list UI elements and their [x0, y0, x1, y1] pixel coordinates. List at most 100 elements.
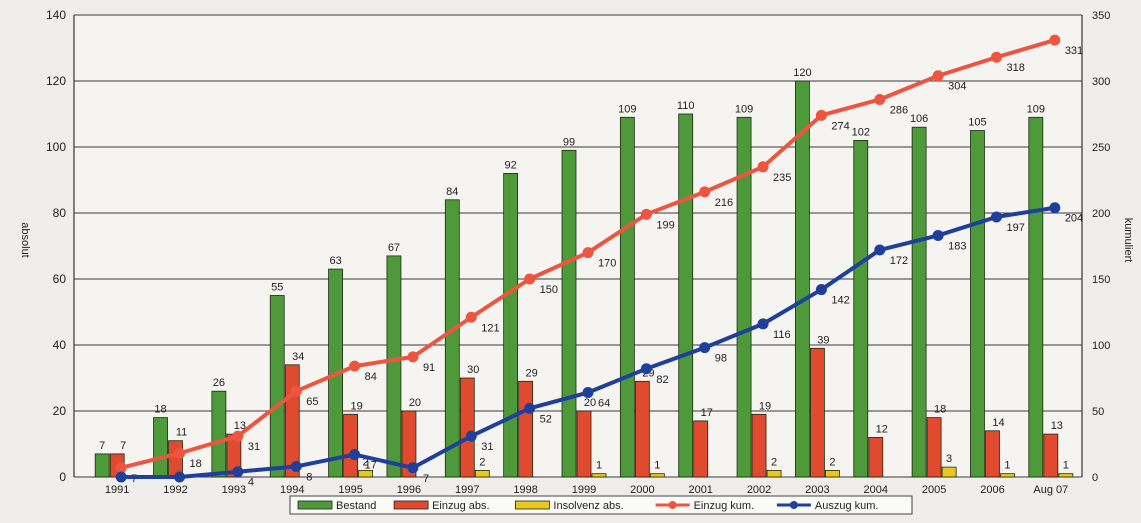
- bar-value-label: 1: [1004, 460, 1010, 472]
- bar-value-label: 99: [563, 136, 575, 148]
- line-point: [232, 466, 244, 478]
- bar-bestand: [94, 453, 110, 478]
- bar-value-label: 7: [99, 440, 105, 452]
- bar-value-label: 17: [701, 407, 713, 419]
- line-value-label: 172: [890, 255, 908, 267]
- line-point: [990, 211, 1002, 223]
- bar-einzug-abs-: [168, 440, 183, 478]
- y-tick-label-left: 100: [46, 140, 66, 154]
- line-value-label: 121: [481, 322, 499, 334]
- line-point: [290, 385, 302, 397]
- bar-einzug-abs-: [401, 410, 417, 478]
- bar-bestand: [269, 295, 285, 478]
- x-tick-label: 1992: [163, 484, 187, 496]
- line-value-label: 183: [948, 240, 966, 252]
- bar-bestand: [561, 149, 577, 478]
- bar-einzug-abs-: [459, 377, 475, 478]
- bar-bestand: [386, 255, 402, 478]
- line-value-label: 17: [365, 460, 377, 472]
- bar-value-label: 2: [771, 456, 777, 468]
- bar-value-label: 3: [946, 453, 952, 465]
- y-axis-label-left: absolut: [19, 222, 31, 257]
- x-tick-label: 1998: [513, 484, 537, 496]
- y-tick-label-right: 0: [1092, 472, 1098, 484]
- x-tick-label: 1995: [338, 484, 362, 496]
- legend-swatch: [393, 500, 429, 510]
- bar-bestand: [503, 172, 519, 478]
- y-tick-label-left: 60: [53, 272, 67, 286]
- bar-value-label: 2: [479, 456, 485, 468]
- line-point: [757, 161, 769, 173]
- line-value-label: 116: [773, 329, 791, 341]
- bar-value-label: 7: [120, 440, 126, 452]
- bar-einzug-abs-: [868, 436, 884, 478]
- bar-value-label: 20: [584, 397, 596, 409]
- x-tick-label: 1994: [280, 484, 304, 496]
- bar-value-label: 84: [446, 186, 458, 198]
- line-value-label: 7: [423, 473, 429, 485]
- line-value-label: 204: [1065, 213, 1083, 225]
- x-tick-label: 2006: [980, 484, 1004, 496]
- line-point: [1049, 202, 1061, 214]
- bar-value-label: 13: [1051, 420, 1063, 432]
- bar-value-label: 2: [829, 456, 835, 468]
- bar-value-label: 14: [992, 417, 1004, 429]
- line-value-label: 150: [540, 284, 558, 296]
- line-point: [1049, 34, 1061, 46]
- bar-value-label: 2: [363, 456, 369, 468]
- bar-value-label: 109: [618, 103, 636, 115]
- bar-value-label: 29: [526, 367, 538, 379]
- bar-value-label: 18: [934, 404, 946, 416]
- bar-bestand: [795, 80, 810, 478]
- bar-einzug-abs-: [634, 380, 650, 478]
- bar-bestand: [211, 390, 227, 478]
- bar-bestand: [444, 199, 460, 478]
- bar-bestand: [1028, 116, 1044, 478]
- line-value-label: 197: [1006, 222, 1024, 234]
- line-point: [349, 449, 361, 461]
- bar-value-label: 26: [213, 377, 225, 389]
- x-tick-label: 1999: [572, 484, 596, 496]
- line-point: [407, 462, 419, 474]
- x-tick-label: 2003: [805, 484, 829, 496]
- bar-value-label: 109: [1027, 103, 1045, 115]
- bar-value-label: 20: [409, 397, 421, 409]
- y-tick-label-right: 150: [1092, 274, 1110, 286]
- bar-value-label: 18: [154, 404, 166, 416]
- bar-einzug-abs-: [926, 417, 942, 478]
- line-point: [115, 471, 127, 483]
- y-tick-label-left: 140: [46, 8, 66, 22]
- bar-value-label: 109: [735, 103, 753, 115]
- bar-value-label: 13: [234, 420, 246, 432]
- bar-value-label: 1: [654, 460, 660, 472]
- x-tick-label: 1993: [222, 484, 246, 496]
- line-value-label: 31: [248, 441, 260, 453]
- line-point: [465, 430, 477, 442]
- line-point: [174, 447, 186, 459]
- line-point: [349, 360, 361, 372]
- bar-insolvenz-abs-: [591, 473, 607, 478]
- legend-label: Einzug abs.: [432, 500, 489, 512]
- line-value-label: 331: [1065, 45, 1083, 57]
- line-value-label: 64: [598, 398, 610, 410]
- bar-value-label: 11: [176, 427, 187, 439]
- line-point: [115, 462, 127, 474]
- bar-value-label: 1: [596, 460, 602, 472]
- line-value-label: 98: [715, 353, 727, 365]
- line-point: [582, 247, 594, 259]
- legend: [289, 495, 913, 515]
- line-value-label: 170: [598, 258, 616, 270]
- bar-value-label: 120: [793, 67, 811, 79]
- bar-einzug-abs-: [343, 413, 358, 478]
- line-value-label: 142: [831, 295, 849, 307]
- line-value-label: 318: [1006, 62, 1024, 74]
- y-tick-label-left: 20: [53, 404, 67, 418]
- bar-value-label: 34: [292, 351, 304, 363]
- line-value-label: 82: [656, 374, 668, 386]
- bar-einzug-abs-: [751, 413, 767, 478]
- bar-einzug-abs-: [810, 347, 825, 478]
- line-value-label: 8: [306, 471, 312, 483]
- line-value-label: 52: [540, 413, 552, 425]
- bar-einzug-abs-: [985, 430, 1000, 478]
